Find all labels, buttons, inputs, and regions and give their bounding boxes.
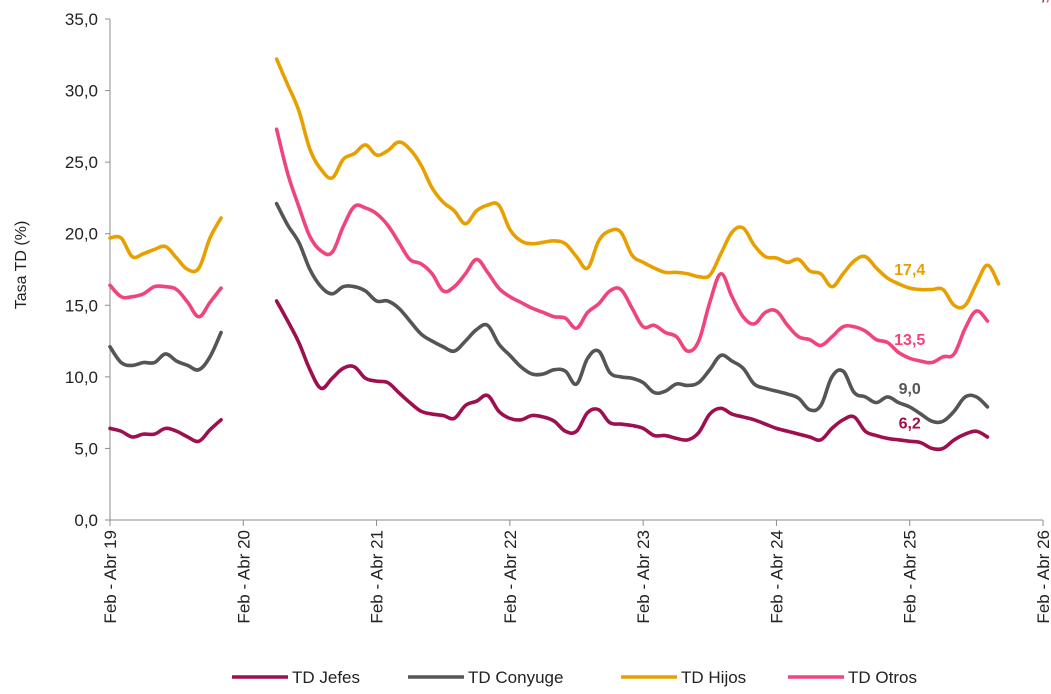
series-line-td-otros [108,283,223,319]
series-line-td-otros [274,127,990,365]
y-tick-label: 25,0 [65,153,98,172]
axes-layer: 0,0 5,0 10,0 15,0 20,0 25,0 30,0 35,0 Feb - Abr … [65,10,1051,624]
y-tick-label: 5,0 [74,439,98,458]
data-label: 7,9 [1032,0,1051,4]
data-label: 16,5 [1027,0,1051,4]
x-tick-label: Feb - Abr 26 [1034,530,1051,624]
y-tick-label: 10,0 [65,368,98,387]
legend-label: TD Otros [848,668,917,687]
legend: TD Jefes TD Conyuge TD Hijos TD Otros [232,668,917,687]
series-line-td-conyuge [108,330,223,372]
series-line-td-hijos [274,57,1001,310]
y-tick-label: 30,0 [65,82,98,101]
y-tick-label: 0,0 [74,511,98,530]
x-tick-label: Feb - Abr 25 [901,530,920,624]
y-tick-label: 15,0 [65,296,98,315]
legend-label: TD Jefes [292,668,360,687]
series-line-td-hijos [108,216,223,274]
data-labels-layer: 6,2 5,8 9,0 7,9 17,4 16,5 13,5 13,9 [894,0,1051,432]
legend-label: TD Conyuge [468,668,563,687]
data-label: 6,2 [899,415,921,432]
data-label: 13,9 [1027,0,1051,4]
data-label: 13,5 [894,332,925,349]
x-tick-label: Feb - Abr 22 [501,530,520,624]
x-tick-label: Feb - Abr 20 [234,530,253,624]
x-tick-label: Feb - Abr 19 [101,530,120,624]
series-line-td-conyuge [274,201,990,425]
x-tick-label: Feb - Abr 24 [767,530,786,624]
legend-label: TD Hijos [681,668,746,687]
data-label: 9,0 [899,381,921,398]
data-label: 5,8 [1032,0,1051,4]
x-tick-label: Feb - Abr 21 [368,530,387,624]
series-line-td-jefes [274,299,990,452]
y-tick-label: 35,0 [65,10,98,29]
series-layer [108,57,1001,452]
series-line-td-jefes [108,418,223,444]
x-tick-label: Feb - Abr 23 [634,530,653,624]
data-label: 17,4 [894,262,925,279]
y-axis-title: Tasa TD (%) [13,221,30,310]
y-tick-label: 20,0 [65,225,98,244]
